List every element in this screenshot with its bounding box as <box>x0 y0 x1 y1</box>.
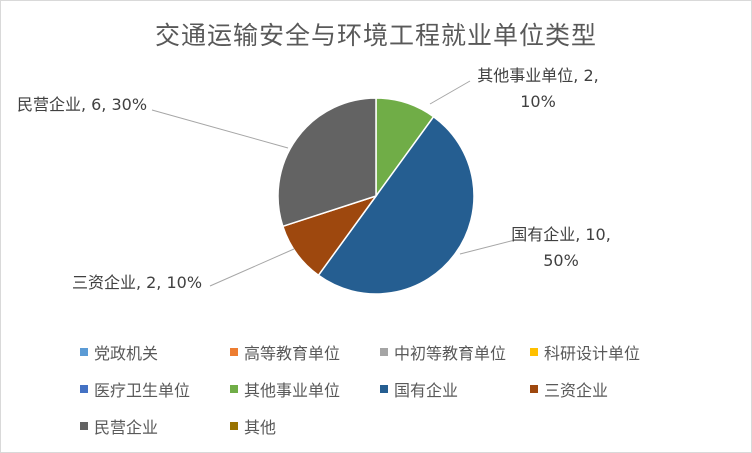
data-label-1-0: 国有企业, 10, <box>511 225 611 244</box>
legend-label: 其他 <box>244 418 277 437</box>
legend-swatch <box>80 348 88 356</box>
chart-title: 交通运输安全与环境工程就业单位类型 <box>154 21 597 50</box>
legend-item-3: 科研设计单位 <box>530 340 680 364</box>
legend-swatch <box>530 385 538 393</box>
legend-swatch <box>230 348 238 356</box>
leader-line-0 <box>429 80 471 105</box>
legend-label: 高等教育单位 <box>244 344 341 363</box>
legend-swatch <box>380 385 388 393</box>
legend-label: 国有企业 <box>394 381 459 400</box>
legend-swatch <box>80 422 88 430</box>
data-label-0-0: 其他事业单位, 2, <box>477 66 598 85</box>
legend-swatch <box>380 348 388 356</box>
legend-swatch <box>80 385 88 393</box>
pie-slice-6 <box>317 115 475 295</box>
legend-item-4: 医疗卫生单位 <box>80 377 230 401</box>
legend-item-6: 国有企业 <box>380 377 530 401</box>
legend-item-8: 民营企业 <box>80 414 230 438</box>
legend-item-2: 中初等教育单位 <box>380 340 530 364</box>
legend-label: 三资企业 <box>544 381 609 400</box>
data-label-3-0: 民营企业, 6, 30% <box>17 95 147 114</box>
legend-item-5: 其他事业单位 <box>230 377 380 401</box>
data-label-1-1: 50% <box>543 251 579 270</box>
legend-swatch <box>230 385 238 393</box>
chart-legend: 党政机关 高等教育单位 中初等教育单位 科研设计单位医疗卫生单位 其他事业单位 国有企业 三… <box>80 340 720 438</box>
legend-label: 医疗卫生单位 <box>94 381 191 400</box>
legend-label: 中初等教育单位 <box>394 344 507 363</box>
leader-line-1 <box>459 239 516 255</box>
data-label-0-1: 10% <box>520 92 556 111</box>
legend-label: 其他事业单位 <box>244 381 341 400</box>
legend-item-1: 高等教育单位 <box>230 340 380 364</box>
data-label-2-0: 三资企业, 2, 10% <box>72 273 202 292</box>
legend-label: 民营企业 <box>94 418 159 437</box>
leader-line-2 <box>209 248 295 287</box>
leader-line-3 <box>151 109 289 149</box>
legend-item-7: 三资企业 <box>530 377 680 401</box>
legend-label: 党政机关 <box>94 344 159 363</box>
legend-item-9: 其他 <box>230 414 380 438</box>
legend-swatch <box>530 348 538 356</box>
pie-slice-8 <box>277 97 377 228</box>
legend-swatch <box>230 422 238 430</box>
legend-item-0: 党政机关 <box>80 340 230 364</box>
legend-label: 科研设计单位 <box>544 344 641 363</box>
